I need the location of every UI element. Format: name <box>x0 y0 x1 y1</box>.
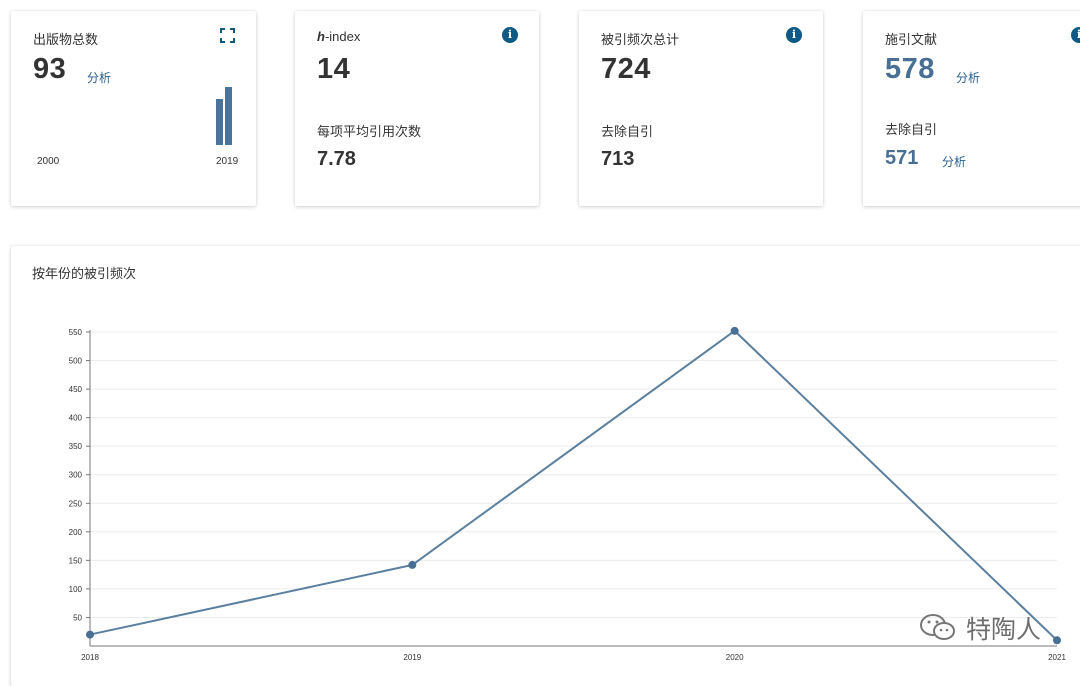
citations-excl-self-label: 去除自引 <box>601 124 654 139</box>
publications-analyze-link[interactable]: 分析 <box>87 71 112 85</box>
y-tick-label: 100 <box>69 585 83 594</box>
citing-title: 施引文献 <box>885 32 938 47</box>
mini-chart-year-end: 2019 <box>216 156 239 167</box>
data-point <box>730 326 739 335</box>
y-tick-label: 150 <box>69 556 83 565</box>
citations-title: 被引频次总计 <box>601 32 680 47</box>
citing-excl-self-value: 571 <box>885 147 919 169</box>
wechat-icon <box>920 614 955 640</box>
avg-citations-value: 7.78 <box>317 148 356 170</box>
data-point <box>86 630 94 639</box>
y-tick-label: 300 <box>69 471 83 480</box>
avg-citations-label: 每项平均引用次数 <box>317 124 422 139</box>
citations-excl-self-value: 713 <box>601 148 635 170</box>
watermark-text: 特陶人 <box>966 616 1042 644</box>
y-tick-label: 200 <box>69 528 83 537</box>
data-point <box>408 560 417 569</box>
publications-count: 93 <box>33 53 67 85</box>
info-icon[interactable]: i <box>1071 27 1080 43</box>
watermark: 特陶人 <box>918 610 1041 646</box>
citing-card: 施引文献 i 578 分析 去除自引 571 分析 <box>863 11 1080 206</box>
publications-card: 出版物总数 93 分析 2000 2019 <box>11 11 256 206</box>
citations-by-year-chart-card: 按年份的被引频次 50 100 150 200 250 300 350 400 450 500 55… <box>11 246 1080 686</box>
citations-card: 被引频次总计 i 724 去除自引 713 <box>579 11 823 206</box>
hindex-value: 14 <box>317 53 351 85</box>
hindex-title-prefix: h <box>317 29 325 44</box>
x-tick-label: 2020 <box>726 653 744 662</box>
x-tick-label: 2021 <box>1048 653 1066 662</box>
expand-icon[interactable] <box>220 28 235 43</box>
chart-title: 按年份的被引频次 <box>32 266 137 281</box>
y-tick-label: 50 <box>73 613 82 622</box>
y-tick-label: 500 <box>69 357 83 366</box>
citing-excl-self-label: 去除自引 <box>885 122 938 137</box>
y-tick-label: 400 <box>69 414 83 423</box>
y-tick-label: 250 <box>69 499 83 508</box>
y-tick-label: 450 <box>69 385 83 394</box>
citations-line-chart: 50 100 150 200 250 300 350 400 450 500 550 2018 2019… <box>69 326 1066 662</box>
citations-total: 724 <box>601 53 651 85</box>
mini-bar-current <box>225 87 232 145</box>
y-tick-label: 550 <box>69 328 83 337</box>
citing-excl-self-analyze-link[interactable]: 分析 <box>942 155 967 169</box>
info-icon[interactable]: i <box>502 27 518 43</box>
data-point <box>1053 636 1061 645</box>
mini-chart-year-start: 2000 <box>37 156 60 167</box>
y-tick-label: 350 <box>69 442 83 451</box>
x-tick-label: 2018 <box>81 653 99 662</box>
mini-bar-prev <box>216 99 223 145</box>
hindex-title: h-index <box>317 29 360 44</box>
series-line <box>89 329 1058 642</box>
hindex-title-suffix: -index <box>324 29 361 44</box>
x-tick-label: 2019 <box>403 653 421 662</box>
citing-analyze-link[interactable]: 分析 <box>956 71 981 85</box>
info-icon[interactable]: i <box>786 27 802 43</box>
citing-count: 578 <box>885 53 935 85</box>
hindex-card: h-index i 14 每项平均引用次数 7.78 <box>295 11 539 206</box>
publications-title: 出版物总数 <box>33 32 99 47</box>
